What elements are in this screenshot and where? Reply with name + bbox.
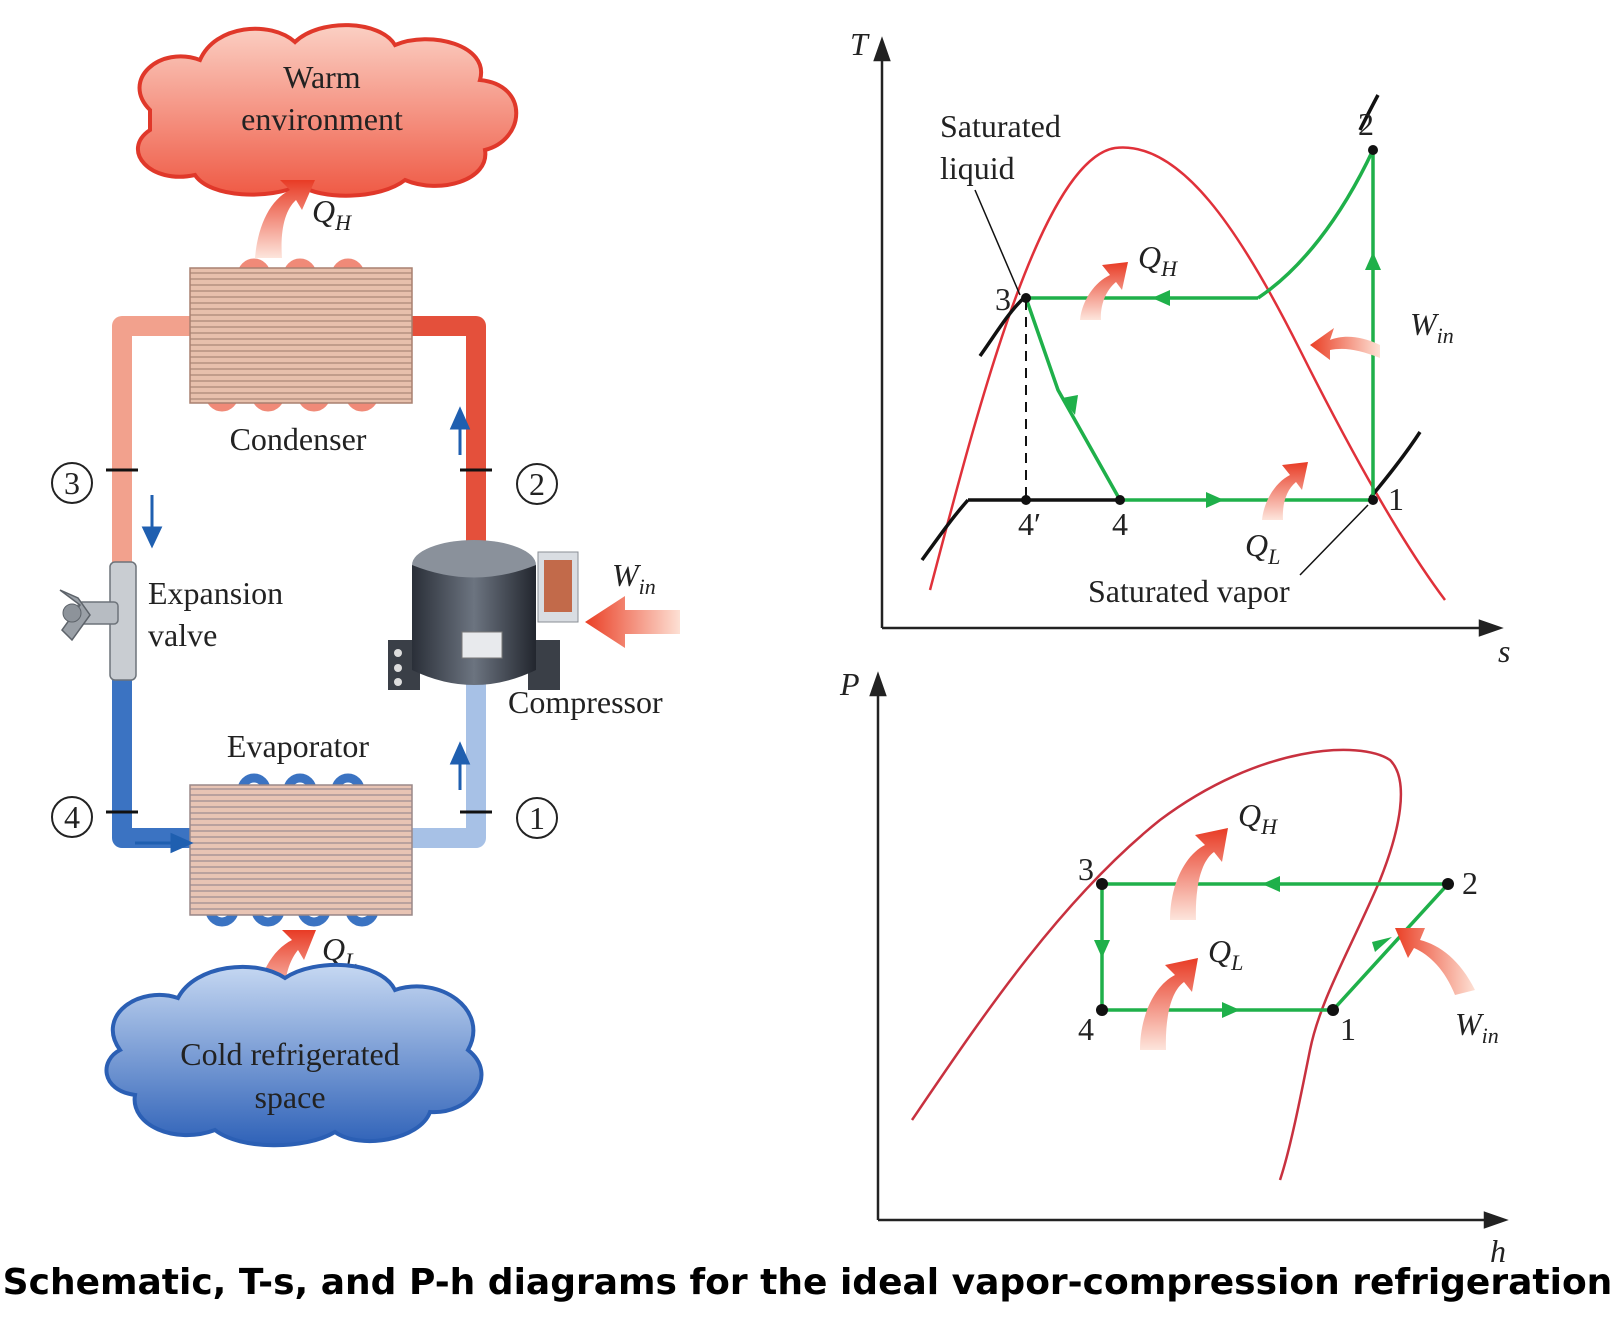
ph-state-points <box>1096 878 1454 1016</box>
condenser: Condenser <box>189 258 413 457</box>
ph-saturation-dome <box>910 748 1403 1181</box>
ts-point-2: 2 <box>1358 106 1374 142</box>
state-3-marker: 3 <box>51 462 93 504</box>
ph-ql: QL <box>1208 933 1243 975</box>
schematic: Warm environment QH Condenser <box>51 23 680 1148</box>
schematic-qh: QH <box>312 193 352 235</box>
ts-point-3: 3 <box>995 281 1011 317</box>
ts-qh-arrow <box>1080 262 1128 320</box>
compressor-label: Compressor <box>508 684 663 720</box>
ph-win-arrow <box>1395 928 1475 995</box>
compressor: Compressor <box>388 540 663 720</box>
ts-win-arrow <box>1310 328 1380 360</box>
warm-env-line1: Warm <box>283 59 361 95</box>
refrigerant-pipes <box>112 316 486 848</box>
ts-point-1: 1 <box>1388 481 1404 517</box>
cold-space-cloud: Cold refrigerated space <box>104 962 484 1148</box>
evaporator: Evaporator <box>189 728 413 927</box>
ts-point-4-prime: 4′ <box>1018 506 1041 542</box>
svg-text:4: 4 <box>64 799 80 835</box>
ph-y-axis-label: P <box>839 666 860 702</box>
ts-sat-vapor: Saturated vapor <box>1088 573 1290 609</box>
ts-diagram: T s <box>850 26 1510 669</box>
ts-point-4: 4 <box>1112 506 1128 542</box>
ts-sat-liquid-line1: Saturated <box>940 108 1061 144</box>
qh-heat-arrow <box>255 180 315 258</box>
ts-qh: QH <box>1138 239 1178 281</box>
ph-point-4: 4 <box>1078 1011 1094 1047</box>
win-work-arrow <box>585 596 680 648</box>
ph-qh-arrow <box>1170 828 1228 920</box>
ph-x-axis-label: h <box>1490 1233 1506 1269</box>
ph-point-2: 2 <box>1462 865 1478 901</box>
cold-space-line1: Cold refrigerated <box>180 1036 399 1072</box>
ts-y-axis-label: T <box>850 26 870 62</box>
ts-win: Win <box>1410 306 1454 348</box>
ph-point-1: 1 <box>1340 1011 1356 1047</box>
ts-sat-liquid-line2: liquid <box>940 150 1015 186</box>
svg-text:2: 2 <box>529 466 545 502</box>
flow-arrows <box>135 406 471 854</box>
ts-cycle <box>1024 149 1375 502</box>
ph-cycle <box>1100 882 1450 1012</box>
expansion-line2: valve <box>148 617 217 653</box>
ph-diagram: P h 3 2 4 1 QH QL Win <box>839 666 1509 1269</box>
figure-caption: Schematic, T-s, and P-h diagrams for the… <box>2 1262 1613 1303</box>
expansion-line1: Expansion <box>148 575 283 611</box>
ts-saturation-dome <box>928 146 1447 601</box>
svg-text:3: 3 <box>64 465 80 501</box>
ts-axes <box>873 36 1504 637</box>
schematic-win: Win <box>612 557 656 599</box>
ts-cycle-arrows <box>1062 252 1381 508</box>
ph-win: Win <box>1455 1006 1499 1048</box>
svg-text:1: 1 <box>529 800 545 836</box>
ts-state-points <box>1021 145 1378 505</box>
state-2-marker: 2 <box>516 463 558 505</box>
evaporator-label: Evaporator <box>227 728 370 764</box>
state-1-marker: 1 <box>516 797 558 839</box>
warm-env-line2: environment <box>241 101 403 137</box>
ph-point-3: 3 <box>1078 851 1094 887</box>
ph-ql-arrow <box>1140 958 1198 1050</box>
ts-x-axis-label: s <box>1498 633 1510 669</box>
warm-environment-cloud: Warm environment <box>136 23 519 198</box>
expansion-valve: Expansion valve <box>59 561 283 681</box>
ph-cycle-arrows <box>1094 876 1392 1018</box>
cold-space-line2: space <box>254 1079 325 1115</box>
ph-qh: QH <box>1238 797 1278 839</box>
ph-axes <box>869 671 1509 1229</box>
ts-ql: QL <box>1245 527 1280 569</box>
state-4-marker: 4 <box>51 796 93 838</box>
condenser-label: Condenser <box>230 421 367 457</box>
ts-ql-arrow <box>1262 462 1308 520</box>
